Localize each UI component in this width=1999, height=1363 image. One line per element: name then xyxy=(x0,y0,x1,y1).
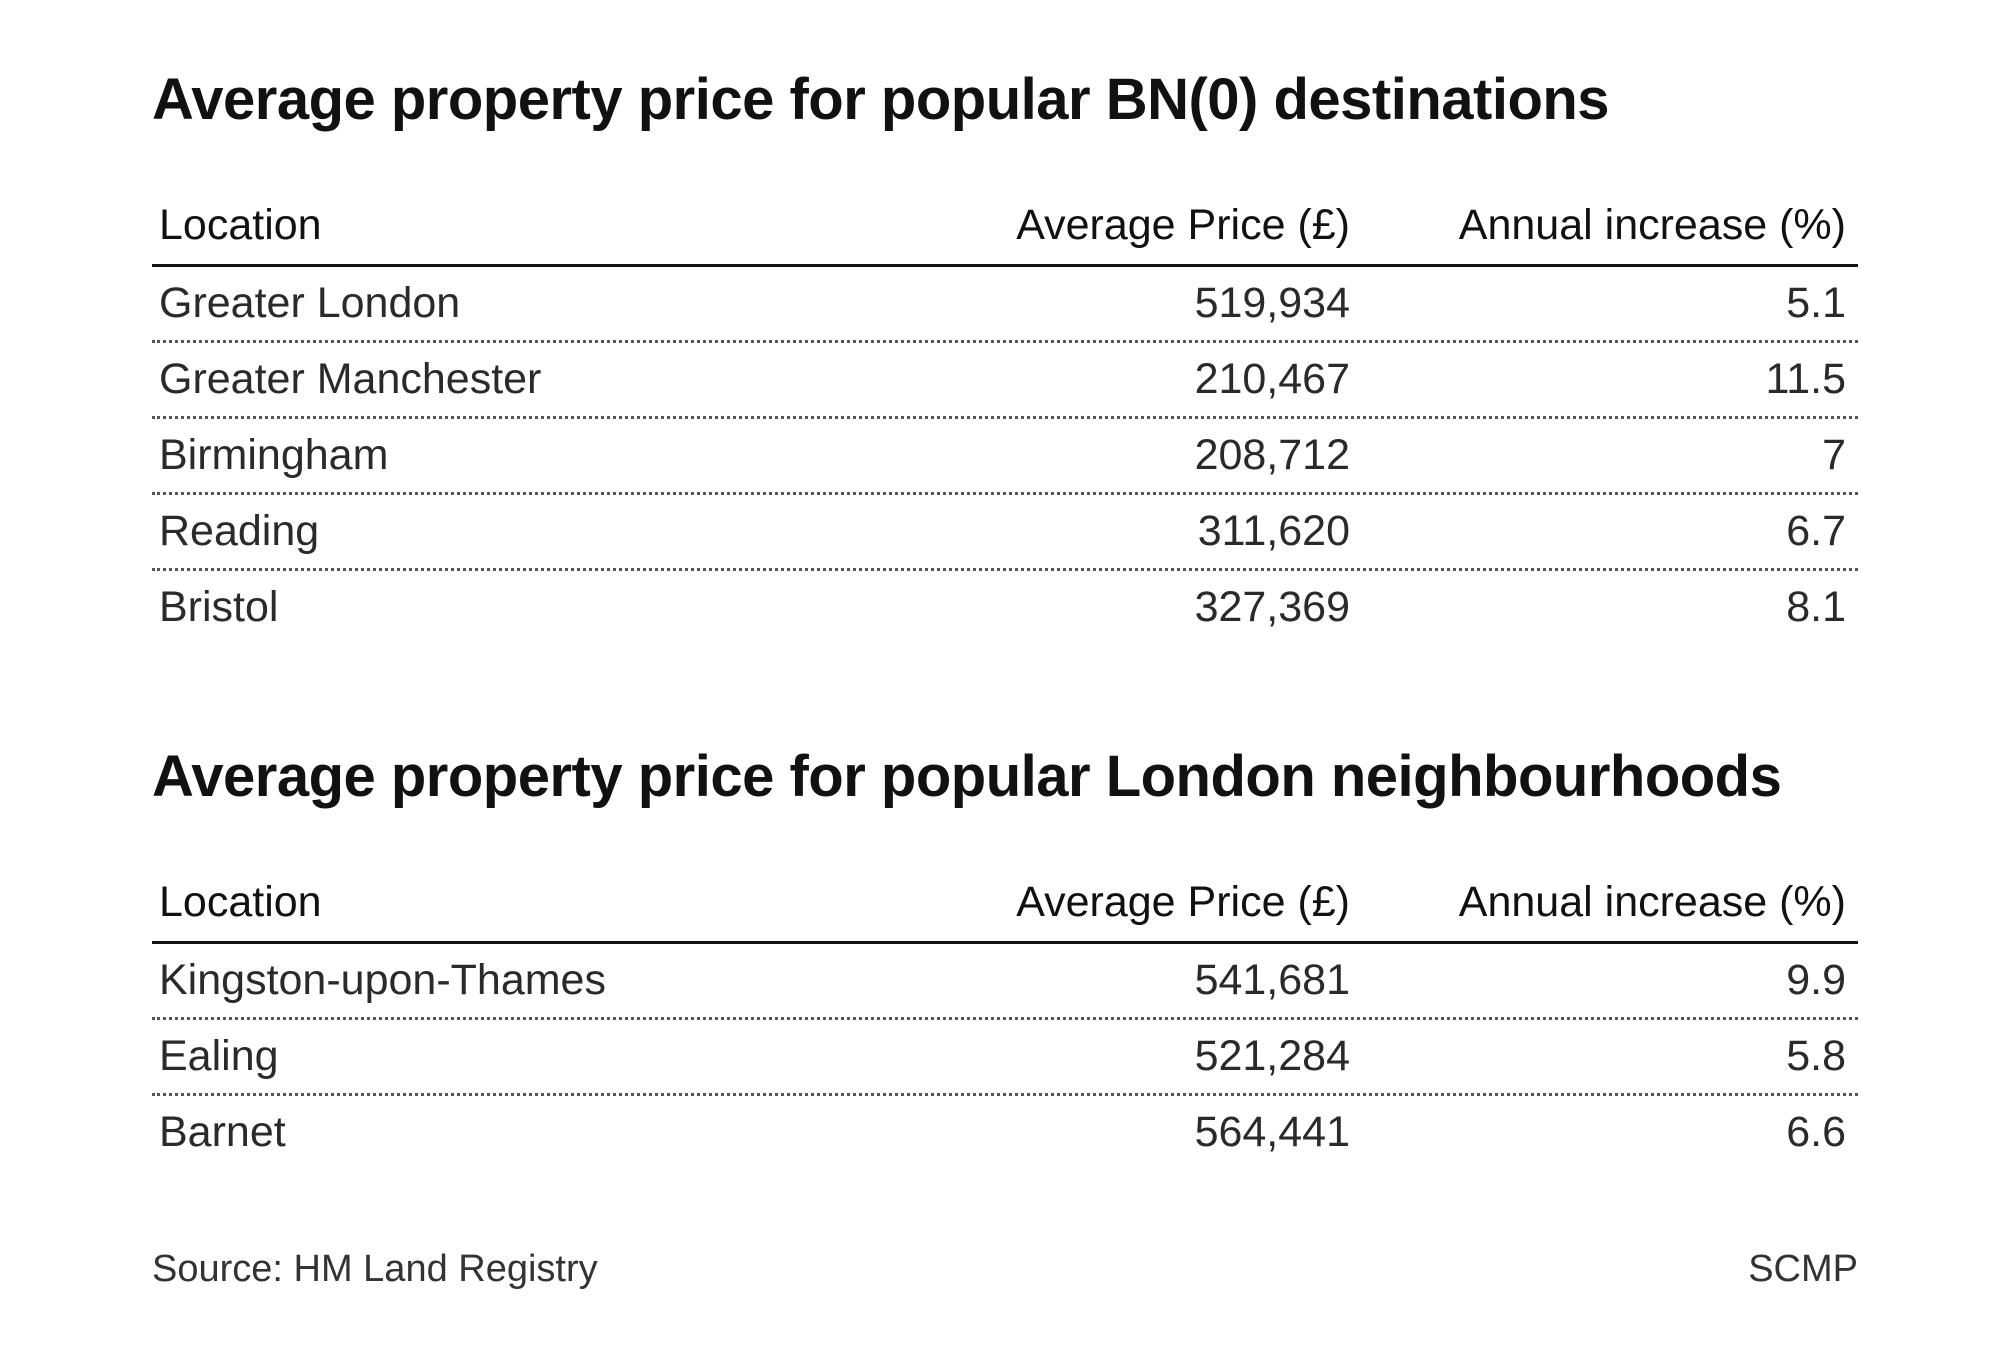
header-average-price: Average Price (£) xyxy=(1016,878,1350,926)
cell-average-price: 208,712 xyxy=(1194,431,1350,479)
table-row: Ealing 521,284 5.8 xyxy=(152,1020,1858,1096)
cell-average-price: 311,620 xyxy=(1197,507,1350,555)
cell-average-price: 541,681 xyxy=(1194,956,1350,1004)
table-row: Kingston-upon-Thames 541,681 9.9 xyxy=(152,944,1858,1020)
cell-location: Barnet xyxy=(159,1108,286,1156)
cell-location: Ealing xyxy=(159,1032,279,1080)
table-title-london-neighbourhoods: Average property price for popular Londo… xyxy=(152,744,1782,809)
table-row: Barnet 564,441 6.6 xyxy=(152,1096,1858,1169)
header-average-price: Average Price (£) xyxy=(1016,201,1350,249)
cell-average-price: 327,369 xyxy=(1194,583,1350,631)
cell-location: Birmingham xyxy=(159,431,389,479)
table-row: Bristol 327,369 8.1 xyxy=(152,571,1858,644)
cell-annual-increase: 5.1 xyxy=(1786,279,1846,327)
cell-annual-increase: 9.9 xyxy=(1786,956,1846,1004)
cell-average-price: 210,467 xyxy=(1194,355,1350,403)
cell-annual-increase: 6.7 xyxy=(1786,507,1846,555)
cell-location: Kingston-upon-Thames xyxy=(159,956,606,1004)
header-annual-increase: Annual increase (%) xyxy=(1458,201,1846,249)
cell-annual-increase: 5.8 xyxy=(1786,1032,1846,1080)
table-title-destinations: Average property price for popular BN(0)… xyxy=(152,67,1610,132)
table-header: Location Average Price (£) Annual increa… xyxy=(152,182,1858,267)
table-row: Birmingham 208,712 7 xyxy=(152,419,1858,495)
table-row: Greater London 519,934 5.1 xyxy=(152,267,1858,343)
cell-location: Greater Manchester xyxy=(159,355,542,403)
cell-annual-increase: 11.5 xyxy=(1765,355,1847,403)
cell-annual-increase: 8.1 xyxy=(1786,583,1846,631)
header-location: Location xyxy=(159,878,322,926)
cell-location: Bristol xyxy=(159,583,279,631)
cell-average-price: 521,284 xyxy=(1194,1032,1350,1080)
cell-annual-increase: 6.6 xyxy=(1786,1108,1846,1156)
header-location: Location xyxy=(159,201,322,249)
cell-average-price: 519,934 xyxy=(1194,279,1350,327)
table-header: Location Average Price (£) Annual increa… xyxy=(152,859,1858,944)
table-destinations: Location Average Price (£) Annual increa… xyxy=(152,182,1858,644)
header-annual-increase: Annual increase (%) xyxy=(1458,878,1846,926)
cell-location: Reading xyxy=(159,507,320,555)
publisher-credit: SCMP xyxy=(1748,1248,1858,1290)
table-row: Greater Manchester 210,467 11.5 xyxy=(152,343,1858,419)
cell-annual-increase: 7 xyxy=(1822,431,1846,479)
table-row: Reading 311,620 6.7 xyxy=(152,495,1858,571)
cell-average-price: 564,441 xyxy=(1194,1108,1350,1156)
table-london-neighbourhoods: Location Average Price (£) Annual increa… xyxy=(152,859,1858,1169)
source-note: Source: HM Land Registry xyxy=(152,1248,598,1290)
cell-location: Greater London xyxy=(159,279,461,327)
